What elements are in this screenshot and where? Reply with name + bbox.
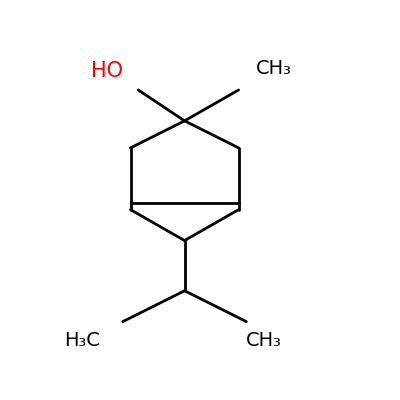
Text: H₃C: H₃C <box>64 332 100 350</box>
Text: CH₃: CH₃ <box>246 332 282 350</box>
Text: HO: HO <box>91 61 123 81</box>
Text: CH₃: CH₃ <box>256 59 292 78</box>
